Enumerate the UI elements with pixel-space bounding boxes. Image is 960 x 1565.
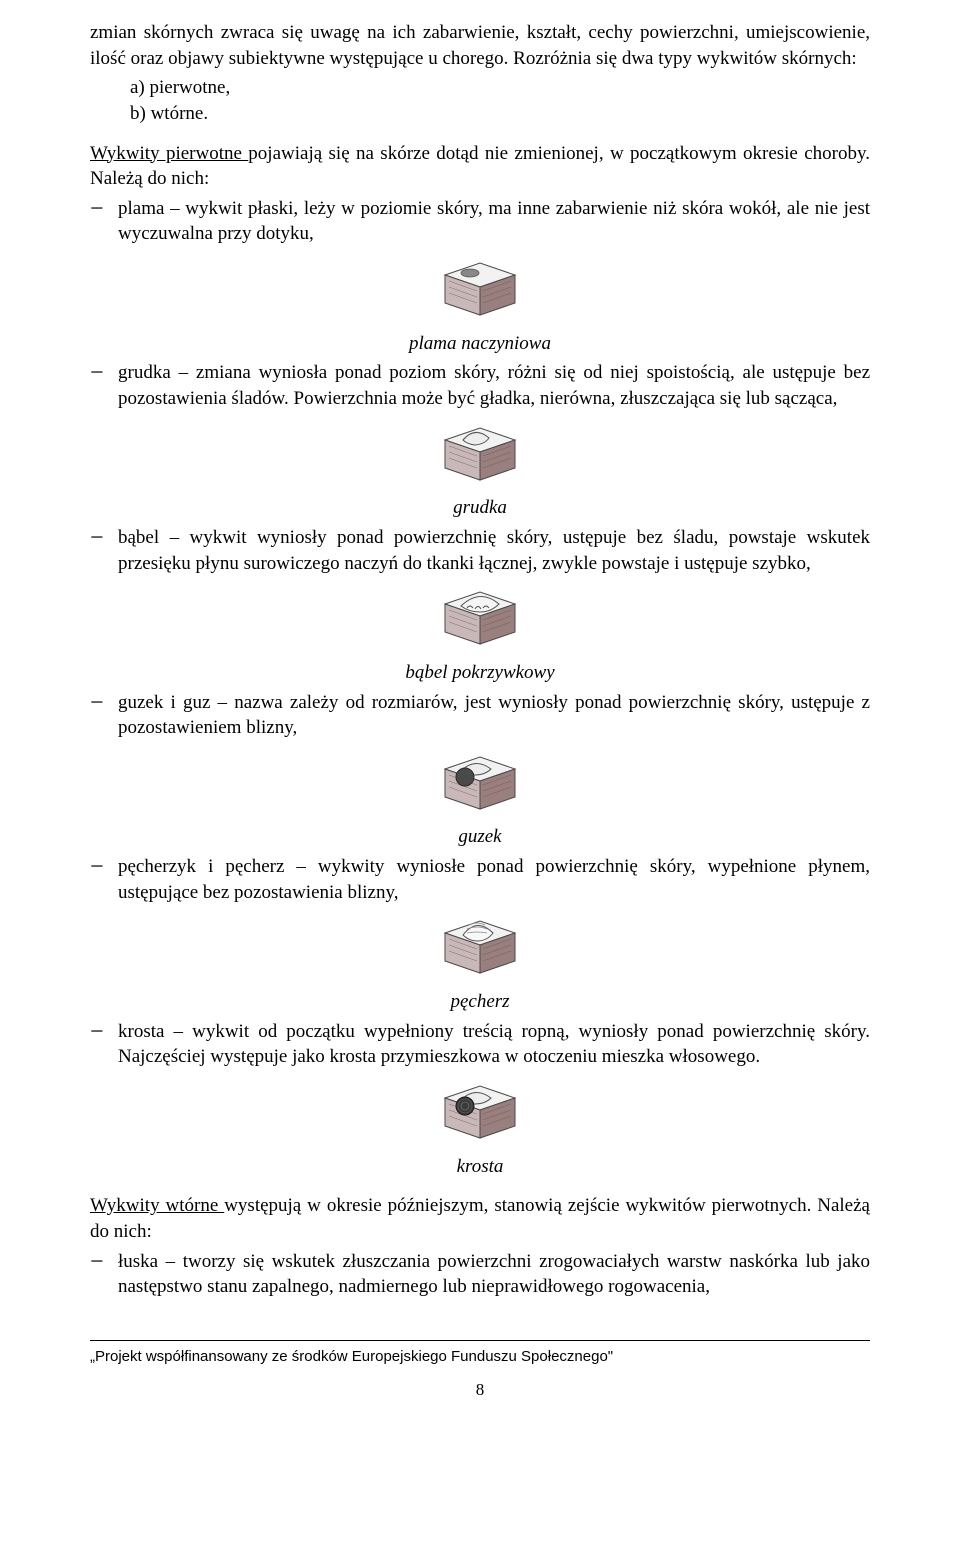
list-item-text: guzek i guz – nazwa zależy od rozmiarów,… bbox=[118, 690, 870, 741]
list-item: − łuska – tworzy się wskutek złuszczania… bbox=[90, 1249, 870, 1300]
list-item-text: grudka – zmiana wyniosła ponad poziom sk… bbox=[118, 360, 870, 411]
secondary-heading-underlined: Wykwity wtórne bbox=[90, 1195, 224, 1216]
skin-diagram-icon bbox=[435, 747, 525, 815]
secondary-list: − łuska – tworzy się wskutek złuszczania… bbox=[90, 1249, 870, 1300]
intro-paragraph: zmian skórnych zwraca się uwagę na ich z… bbox=[90, 20, 870, 71]
dash-marker: − bbox=[90, 1249, 118, 1275]
figure-caption: pęcherz bbox=[90, 989, 870, 1015]
primary-list: − plama – wykwit płaski, leży w poziomie… bbox=[90, 196, 870, 1179]
figure-babel bbox=[90, 582, 870, 658]
figure-plama bbox=[90, 253, 870, 329]
primary-heading: Wykwity pierwotne pojawiają się na skórz… bbox=[90, 141, 870, 192]
secondary-heading: Wykwity wtórne występują w okresie późni… bbox=[90, 1193, 870, 1244]
footer: „Projekt współfinansowany ze środków Eur… bbox=[90, 1340, 870, 1367]
dash-marker: − bbox=[90, 690, 118, 716]
figure-grudka bbox=[90, 418, 870, 494]
figure-pecherz bbox=[90, 911, 870, 987]
list-item-text: pęcherzyk i pęcherz – wykwity wyniosłe p… bbox=[118, 854, 870, 905]
dash-marker: − bbox=[90, 1019, 118, 1045]
page-number: 8 bbox=[90, 1379, 870, 1402]
figure-caption: guzek bbox=[90, 824, 870, 850]
skin-diagram-icon bbox=[435, 253, 525, 321]
list-item: − krosta – wykwit od początku wypełniony… bbox=[90, 1019, 870, 1070]
list-item: − bąbel – wykwit wyniosły ponad powierzc… bbox=[90, 525, 870, 576]
intro-list: a) pierwotne, b) wtórne. bbox=[90, 75, 870, 126]
skin-diagram-icon bbox=[435, 1076, 525, 1144]
figure-guzek bbox=[90, 747, 870, 823]
list-item: − plama – wykwit płaski, leży w poziomie… bbox=[90, 196, 870, 247]
list-item-text: łuska – tworzy się wskutek złuszczania p… bbox=[118, 1249, 870, 1300]
list-item-text: bąbel – wykwit wyniosły ponad powierzchn… bbox=[118, 525, 870, 576]
primary-heading-underlined: Wykwity pierwotne bbox=[90, 143, 248, 164]
footer-text: „Projekt współfinansowany ze środków Eur… bbox=[90, 1347, 870, 1367]
dash-marker: − bbox=[90, 196, 118, 222]
figure-caption: bąbel pokrzywkowy bbox=[90, 660, 870, 686]
list-item: − grudka – zmiana wyniosła ponad poziom … bbox=[90, 360, 870, 411]
figure-caption: plama naczyniowa bbox=[90, 331, 870, 357]
skin-diagram-icon bbox=[435, 418, 525, 486]
dash-marker: − bbox=[90, 360, 118, 386]
dash-marker: − bbox=[90, 525, 118, 551]
figure-caption: krosta bbox=[90, 1154, 870, 1180]
list-item: − guzek i guz – nazwa zależy od rozmiaró… bbox=[90, 690, 870, 741]
figure-caption: grudka bbox=[90, 495, 870, 521]
intro-list-b: b) wtórne. bbox=[130, 101, 870, 127]
list-item-text: plama – wykwit płaski, leży w poziomie s… bbox=[118, 196, 870, 247]
dash-marker: − bbox=[90, 854, 118, 880]
list-item-text: krosta – wykwit od początku wypełniony t… bbox=[118, 1019, 870, 1070]
intro-list-a: a) pierwotne, bbox=[130, 75, 870, 101]
skin-diagram-icon bbox=[435, 582, 525, 650]
list-item: − pęcherzyk i pęcherz – wykwity wyniosłe… bbox=[90, 854, 870, 905]
figure-krosta bbox=[90, 1076, 870, 1152]
skin-diagram-icon bbox=[435, 911, 525, 979]
